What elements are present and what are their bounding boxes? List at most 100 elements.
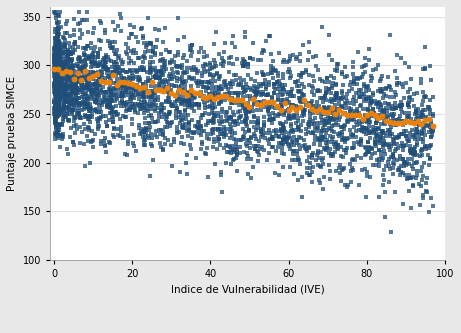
Promedio colegio <box>189 136 196 141</box>
Promedio colegio <box>79 46 87 51</box>
Promedio colegio <box>140 99 148 104</box>
Promedio colegio <box>55 55 63 60</box>
Promedio colegio <box>406 104 413 110</box>
Promedio colegio <box>52 47 59 52</box>
Promedio colegio <box>56 84 64 89</box>
Promedio colegio <box>83 104 91 110</box>
Promedio colegio <box>390 153 397 158</box>
Promedio colegio <box>117 117 124 122</box>
Promedio colegio <box>190 96 198 101</box>
Promedio colegio <box>339 166 347 171</box>
Promedio colegio <box>273 80 281 85</box>
Promedio colegio <box>179 70 187 75</box>
Promedio colegio <box>244 62 252 67</box>
Promedio colegio <box>275 74 282 79</box>
Promedio colegio <box>53 82 61 88</box>
Promedio colegio <box>290 143 297 148</box>
Promedio colegio <box>368 146 375 151</box>
Promedio colegio <box>235 81 242 86</box>
Promedio colegio <box>148 80 155 85</box>
Promedio colegio <box>309 103 316 108</box>
Promedio colegio <box>110 126 117 131</box>
Promedio colegio <box>175 93 183 99</box>
Promedio colegio <box>226 130 233 135</box>
Promedio por IVE <box>414 118 421 124</box>
Promedio colegio <box>85 108 93 113</box>
Promedio colegio <box>92 59 99 64</box>
Promedio colegio <box>266 137 274 142</box>
Promedio colegio <box>185 74 193 79</box>
Promedio colegio <box>166 60 173 65</box>
Promedio colegio <box>144 15 152 20</box>
Promedio colegio <box>61 90 69 95</box>
Promedio colegio <box>320 121 328 126</box>
Promedio colegio <box>197 90 205 95</box>
Promedio colegio <box>118 100 126 105</box>
Promedio colegio <box>381 189 388 194</box>
Promedio colegio <box>147 131 154 136</box>
Promedio colegio <box>206 137 213 142</box>
Promedio colegio <box>382 120 390 125</box>
Promedio colegio <box>74 111 82 116</box>
Promedio colegio <box>111 80 118 86</box>
Promedio colegio <box>114 132 122 137</box>
Promedio colegio <box>366 102 373 108</box>
Promedio colegio <box>57 97 64 102</box>
Promedio colegio <box>146 173 153 178</box>
Promedio colegio <box>88 69 95 75</box>
Promedio colegio <box>187 65 195 71</box>
Promedio colegio <box>113 47 120 52</box>
Promedio colegio <box>56 144 63 150</box>
Promedio colegio <box>201 54 208 59</box>
Promedio colegio <box>70 27 77 32</box>
Promedio colegio <box>240 103 247 108</box>
Promedio colegio <box>161 78 168 83</box>
Promedio colegio <box>126 23 134 28</box>
Promedio colegio <box>141 143 148 148</box>
Promedio colegio <box>300 110 307 115</box>
Promedio colegio <box>58 89 65 94</box>
Promedio colegio <box>398 109 406 114</box>
Promedio colegio <box>420 161 427 166</box>
Promedio colegio <box>161 135 169 141</box>
Promedio colegio <box>300 110 307 115</box>
Promedio colegio <box>254 102 261 107</box>
Promedio colegio <box>135 125 142 131</box>
Promedio colegio <box>64 88 71 93</box>
Promedio colegio <box>119 92 126 98</box>
Promedio colegio <box>136 76 143 82</box>
Promedio colegio <box>162 99 169 104</box>
Promedio colegio <box>301 107 309 112</box>
Promedio colegio <box>92 95 99 100</box>
Promedio colegio <box>228 132 236 138</box>
Promedio colegio <box>54 77 62 83</box>
Promedio colegio <box>62 49 70 55</box>
Promedio colegio <box>98 87 105 93</box>
Promedio colegio <box>170 136 177 142</box>
Promedio colegio <box>271 82 278 87</box>
Promedio colegio <box>51 85 59 91</box>
Promedio colegio <box>199 63 207 68</box>
Promedio colegio <box>340 135 347 141</box>
Promedio colegio <box>334 147 342 152</box>
Promedio colegio <box>130 143 138 149</box>
Promedio colegio <box>107 98 115 103</box>
Promedio colegio <box>229 144 236 149</box>
Promedio colegio <box>119 59 127 64</box>
Promedio colegio <box>73 102 81 107</box>
Promedio colegio <box>66 76 74 82</box>
Promedio colegio <box>55 96 63 102</box>
Promedio colegio <box>349 65 357 70</box>
Promedio colegio <box>279 124 287 129</box>
Promedio colegio <box>185 119 192 125</box>
Promedio colegio <box>60 103 67 109</box>
Promedio colegio <box>414 153 421 158</box>
Promedio colegio <box>395 167 402 172</box>
Promedio colegio <box>292 107 300 113</box>
Promedio colegio <box>378 132 385 137</box>
Promedio colegio <box>279 87 287 92</box>
Promedio colegio <box>65 56 73 61</box>
Promedio colegio <box>143 101 150 107</box>
Promedio colegio <box>147 41 154 47</box>
Promedio colegio <box>279 97 287 102</box>
